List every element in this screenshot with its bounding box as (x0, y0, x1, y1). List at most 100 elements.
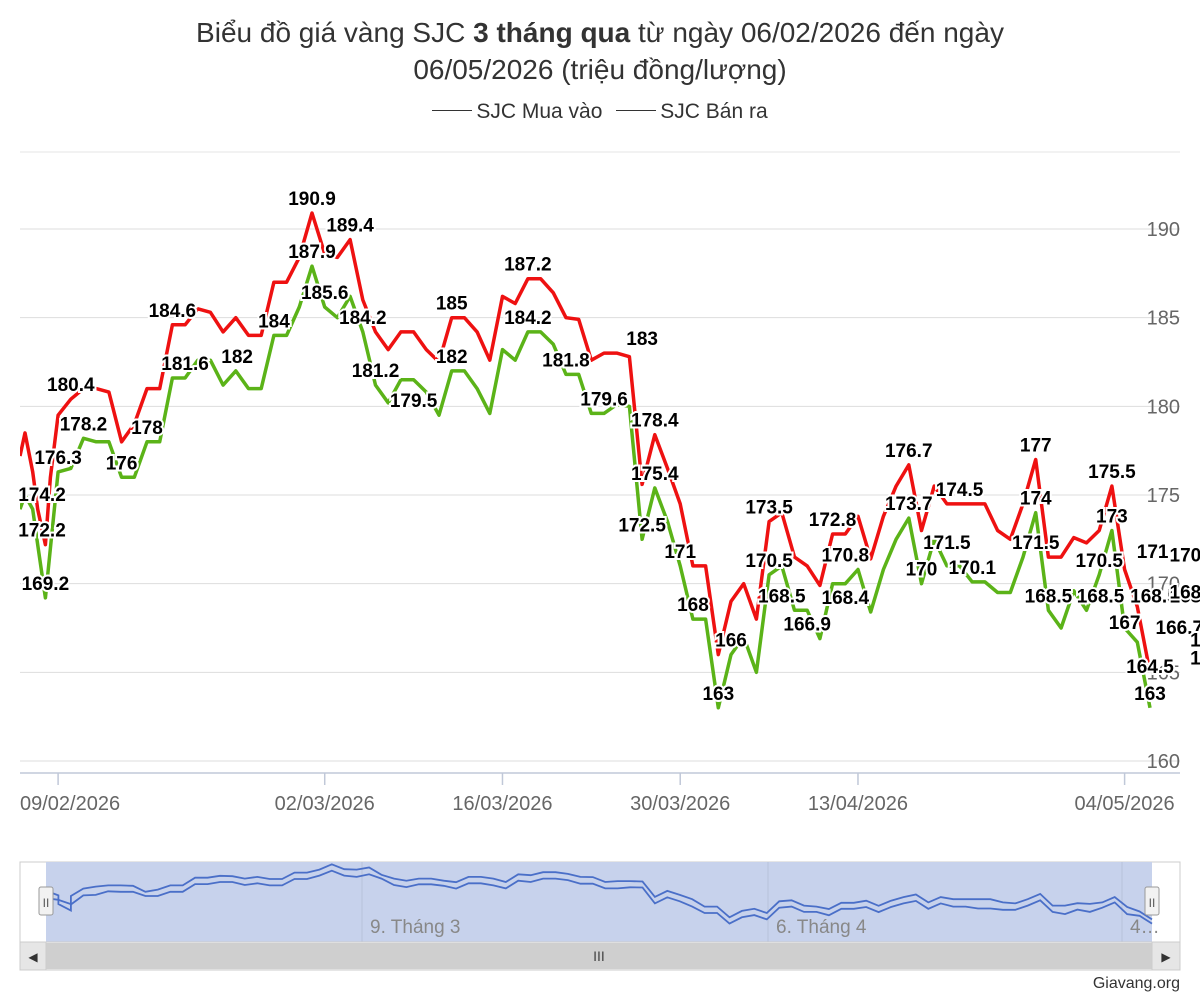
title-bold: 3 tháng qua (473, 17, 631, 48)
y-tick-label: 170 (1147, 574, 1180, 596)
data-label: 173.5 (745, 498, 793, 519)
data-label: 168.4 (822, 588, 870, 609)
data-label: 177 (1020, 436, 1052, 457)
data-label: 170.5 (745, 551, 793, 572)
y-tick-label: 190 (1147, 219, 1180, 241)
y-tick-label: 180 (1147, 396, 1180, 418)
data-label: 179.6 (580, 389, 628, 410)
scroll-left-button[interactable] (19, 941, 47, 971)
data-label: 172.8 (809, 510, 857, 531)
data-label: 183 (626, 329, 658, 350)
data-label: 173 (1096, 506, 1128, 527)
legend-swatch-sell (616, 109, 657, 111)
data-label: 187.2 (504, 255, 552, 276)
scrollbar-grip: III (593, 948, 605, 964)
navigator-series-sell (45, 863, 1153, 921)
data-label: 190.9 (288, 189, 336, 210)
data-label: 187.9 (288, 242, 336, 263)
data-label: 174.5 (936, 480, 984, 501)
data-label: 174 (1020, 489, 1052, 510)
data-label: 180.4 (47, 375, 95, 396)
handle-body[interactable] (1144, 886, 1160, 916)
data-label: 170.8 (1170, 545, 1200, 566)
data-label: 182 (221, 347, 253, 368)
chart-title: Biểu đồ giá vàng SJC 3 tháng qua từ ngày… (0, 14, 1200, 88)
data-label: 189.4 (326, 216, 374, 237)
data-label: 181.2 (352, 361, 400, 382)
data-label: 175.5 (1088, 462, 1136, 483)
data-label: 179.5 (390, 391, 438, 412)
x-tick-label: 02/03/2026 (275, 793, 375, 815)
handle-grip: II (43, 896, 50, 910)
data-label: 184.2 (504, 308, 552, 329)
data-label: 168.5 (1130, 586, 1178, 607)
title-line2: 06/05/2026 (triệu đồng/lượng) (413, 54, 787, 85)
legend-label-sell: SJC Bán ra (660, 100, 768, 123)
data-label: 182 (436, 347, 468, 368)
navigator-scrollbar[interactable]: III ◀ ▶ (19, 941, 1181, 971)
navigator-series-buy (45, 869, 1153, 925)
data-label: 172.2 (18, 521, 66, 542)
handle-body[interactable] (38, 886, 54, 916)
y-tick-label: 165 (1147, 662, 1180, 684)
x-tick-label: 04/05/2026 (1075, 793, 1175, 815)
navigator-label: 9. Tháng 3 (370, 917, 461, 938)
data-label: 176 (106, 453, 138, 474)
source-credit[interactable]: Giavang.org (1092, 975, 1180, 992)
data-label: 175.4 (631, 464, 679, 485)
x-tick-label: 16/03/2026 (452, 793, 552, 815)
title-pre: Biểu đồ giá vàng SJC (196, 17, 474, 48)
data-label: 168.5 (758, 586, 806, 607)
data-label: 172.5 (618, 515, 666, 536)
scrollbar-thumb[interactable] (46, 943, 1152, 969)
data-label: 176.3 (34, 448, 82, 469)
data-label: 185 (436, 294, 468, 315)
data-label: 170.1 (948, 558, 996, 579)
x-tick-label: 13/04/2026 (808, 793, 908, 815)
data-label: 176.7 (885, 441, 933, 462)
x-tick-label: 30/03/2026 (630, 793, 730, 815)
y-tick-label: 175 (1147, 485, 1180, 507)
navigator-handle-left[interactable]: II (38, 886, 54, 916)
scroll-right-button[interactable] (1151, 941, 1181, 971)
data-label: 169.2 (22, 574, 70, 595)
data-label: 171 (664, 542, 696, 563)
navigator-selection[interactable] (46, 862, 1152, 942)
legend-swatch-buy (432, 109, 473, 111)
data-label: 171.5 (1012, 533, 1060, 554)
arrow-right-icon: ▶ (1161, 950, 1171, 964)
data-label: 166.7 (1156, 618, 1200, 639)
data-label: 171 (1137, 542, 1169, 563)
data-label: 185.6 (301, 283, 349, 304)
data-label: 184.6 (149, 301, 197, 322)
x-tick-label: 09/02/2026 (20, 793, 120, 815)
data-label: 166.9 (783, 615, 831, 636)
data-label: 170.8 (822, 545, 870, 566)
arrow-left-icon: ◀ (28, 950, 38, 964)
data-label: 163 (1134, 684, 1166, 705)
legend-label-buy: SJC Mua vào (476, 100, 603, 123)
data-label: 166 (715, 631, 747, 652)
navigator[interactable]: 9. Tháng 3 6. Tháng 4 4… II II (19, 861, 1181, 943)
data-label: 164.5 (1126, 657, 1174, 678)
navigator-handle-right[interactable]: II (1144, 886, 1160, 916)
data-label: 174.2 (18, 485, 66, 506)
legend-item-buy[interactable]: SJC Mua vào (432, 100, 602, 124)
data-label: 166 (1190, 631, 1200, 652)
data-label: 168.5 (1077, 586, 1125, 607)
data-label: 163 (702, 684, 734, 705)
y-tick-label: 160 (1147, 751, 1180, 773)
data-label: 181.6 (161, 354, 209, 375)
series-sell-line[interactable] (20, 211, 1152, 673)
series-buy-line[interactable] (20, 264, 1152, 710)
legend-item-sell[interactable]: SJC Bán ra (616, 100, 768, 124)
data-label: 167 (1109, 613, 1141, 634)
data-label: 171.5 (923, 533, 971, 554)
data-label: 168 (677, 595, 709, 616)
navigator-label: 4… (1130, 917, 1160, 938)
data-label: 165 (1190, 648, 1200, 669)
data-label: 173.7 (885, 494, 933, 515)
data-label: 184.2 (339, 308, 387, 329)
y-tick-label: 185 (1147, 308, 1180, 330)
